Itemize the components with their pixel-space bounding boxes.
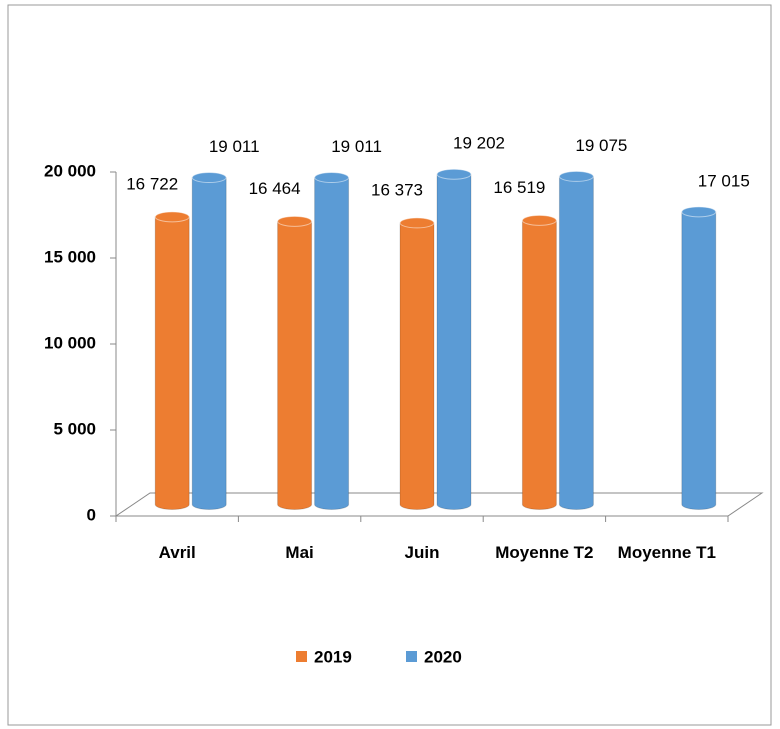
y-tick-label: 0 [87,505,96,524]
data-label: 16 722 [126,174,178,193]
y-tick-label: 20 000 [44,161,96,180]
bar [277,220,313,510]
legend-label: 2019 [314,647,352,666]
x-tick-label: Avril [158,543,196,562]
x-tick-label: Moyenne T2 [495,543,594,562]
data-label: 19 202 [453,134,505,153]
bar [436,173,472,510]
data-label: 16 373 [371,180,423,199]
x-tick-label: Mai [285,543,314,562]
bar [314,177,350,510]
bar-top [191,172,227,184]
data-label: 16 519 [493,178,545,197]
legend-swatch [406,651,417,662]
data-label: 16 464 [249,179,301,198]
y-tick-label: 15 000 [44,247,96,266]
data-label: 17 015 [698,171,750,190]
data-label: 19 011 [331,137,382,156]
bar-top [277,215,313,227]
bar-top [314,172,350,184]
bar [558,175,594,510]
legend-swatch [296,651,307,662]
y-tick-label: 5 000 [53,419,96,438]
bar [154,216,190,510]
bar [399,222,435,510]
bar-top [436,168,472,180]
data-label: 19 011 [209,137,260,156]
bar-top [558,170,594,182]
bar-top [521,214,557,226]
bar-top [681,206,717,218]
bar [521,219,557,510]
bar-top [399,217,435,229]
x-tick-label: Juin [404,543,440,562]
legend-label: 2020 [424,647,462,666]
bar-top [154,211,190,223]
x-tick-label: Moyenne T1 [617,543,716,562]
chart-frame [7,4,772,726]
data-label: 19 075 [575,136,627,155]
bar [191,177,227,510]
bar [681,211,717,510]
y-tick-label: 10 000 [44,333,96,352]
